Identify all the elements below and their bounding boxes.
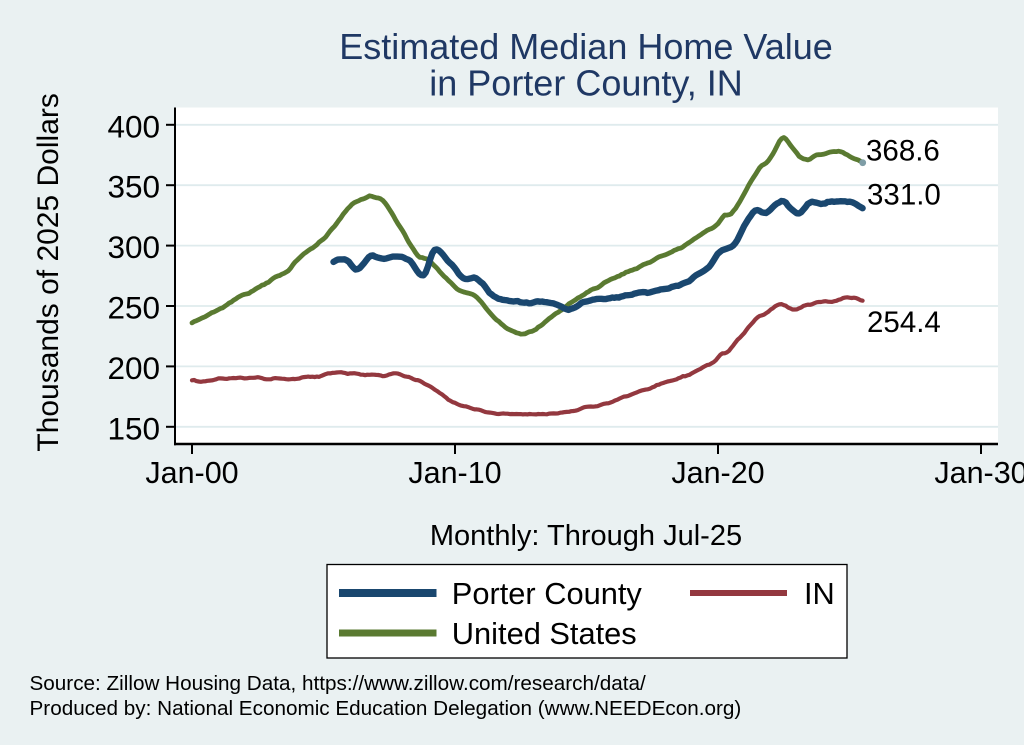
- svg-text:in Porter County, IN: in Porter County, IN: [429, 63, 742, 104]
- svg-text:Jan-00: Jan-00: [145, 456, 238, 490]
- svg-text:150: 150: [107, 410, 160, 446]
- svg-text:Jan-20: Jan-20: [671, 456, 764, 490]
- svg-text:United States: United States: [452, 616, 637, 651]
- svg-text:400: 400: [107, 108, 160, 144]
- svg-text:Produced by: National Economic: Produced by: National Economic Education…: [30, 697, 742, 720]
- svg-text:Jan-30: Jan-30: [934, 456, 1024, 490]
- svg-text:Monthly: Through Jul-25: Monthly: Through Jul-25: [430, 520, 742, 552]
- svg-text:Jan-10: Jan-10: [408, 456, 501, 490]
- svg-text:254.4: 254.4: [867, 306, 941, 339]
- svg-text:Source: Zillow Housing Data, h: Source: Zillow Housing Data, https://www…: [30, 672, 647, 695]
- svg-text:300: 300: [107, 229, 160, 265]
- svg-text:Thousands of 2025 Dollars: Thousands of 2025 Dollars: [32, 93, 65, 452]
- svg-text:331.0: 331.0: [867, 179, 941, 212]
- svg-text:Estimated Median Home Value: Estimated Median Home Value: [339, 26, 833, 67]
- svg-text:200: 200: [107, 350, 160, 386]
- svg-text:368.6: 368.6: [866, 135, 940, 168]
- svg-text:Porter County: Porter County: [452, 576, 643, 611]
- svg-text:350: 350: [107, 169, 160, 205]
- svg-text:IN: IN: [804, 576, 835, 611]
- svg-text:250: 250: [107, 290, 160, 326]
